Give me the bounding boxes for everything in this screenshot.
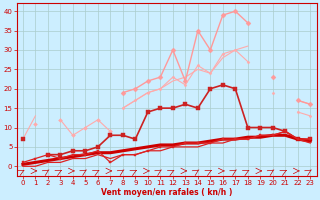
X-axis label: Vent moyen/en rafales ( kn/h ): Vent moyen/en rafales ( kn/h ) [101, 188, 232, 197]
